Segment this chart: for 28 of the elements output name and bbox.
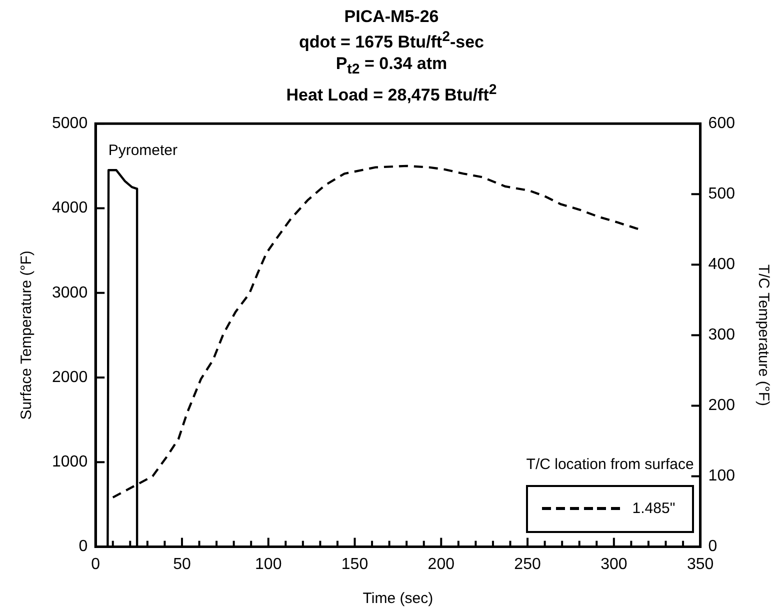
- y2-tick-label: 0: [708, 538, 718, 555]
- x-tick-label: 50: [173, 556, 191, 573]
- y-tick-label: 3000: [52, 284, 88, 301]
- x-axis-title: Time (sec): [362, 590, 434, 607]
- y2-axis-title: T/C Temperature (°F): [754, 264, 772, 406]
- chart-title: PICA-M5-26 qdot = 1675 Btu/ft$^{2}$-sec P$_{t2}$ = 0.34 atm Heat Load = 28,475 Btu/ft$^{2}$: [286, 7, 497, 105]
- x-tick-label: 250: [514, 556, 541, 573]
- x-tick-label: 0: [91, 556, 100, 573]
- y2-tick-label: 300: [708, 326, 736, 344]
- y2-tick-label: 400: [708, 256, 736, 273]
- x-tick-label: 100: [255, 556, 282, 573]
- y2-tick-label: 600: [708, 114, 736, 132]
- x-tick-label: 350: [686, 556, 714, 573]
- legend-title: T/C location from surface: [526, 456, 694, 472]
- y-axis-title: Surface Temperature (°F): [18, 250, 36, 420]
- x-tick-label: 300: [600, 556, 628, 573]
- y-tick-label: 1000: [52, 453, 88, 470]
- y-tick-label: 0: [78, 538, 88, 555]
- y-tick-label: 4000: [52, 199, 88, 216]
- legend-label: 1.485": [632, 500, 676, 517]
- y-tick-label: 5000: [52, 114, 88, 132]
- x-tick-label: 200: [428, 556, 455, 573]
- x-tick-label: 150: [341, 556, 368, 573]
- y2-tick-label: 200: [708, 396, 736, 414]
- y-tick-label: 2000: [52, 368, 88, 386]
- y2-tick-label: 100: [708, 467, 736, 484]
- annotation: Pyrometer: [108, 141, 178, 158]
- y2-tick-label: 500: [708, 185, 736, 202]
